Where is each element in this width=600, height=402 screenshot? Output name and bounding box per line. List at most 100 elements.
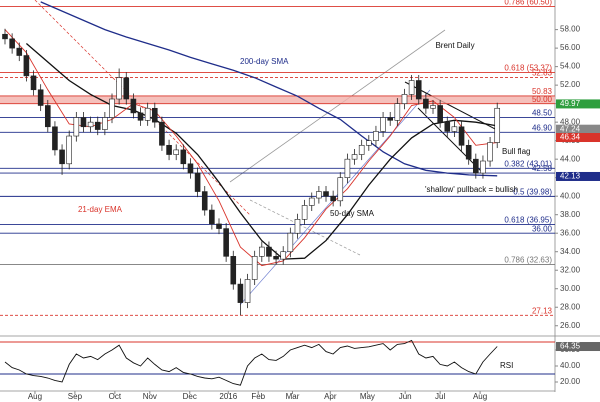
candle-body xyxy=(23,55,30,77)
rsi-tag xyxy=(556,342,600,352)
candle-body xyxy=(394,103,401,121)
candle-body xyxy=(423,98,429,109)
candle-body xyxy=(266,246,272,257)
rsi-y-tick-label: 20.00 xyxy=(560,377,581,386)
candle-body xyxy=(223,228,229,257)
candle-body xyxy=(308,197,315,206)
y-tick-label: 52.00 xyxy=(560,80,581,89)
candle-body xyxy=(408,80,415,95)
candle-body xyxy=(230,256,237,285)
y-tick-label: 34.00 xyxy=(560,247,581,256)
candle-body xyxy=(273,256,279,260)
candle-body xyxy=(487,142,493,162)
series-label: 21-day EMA xyxy=(78,205,123,214)
candle-body xyxy=(351,154,358,160)
candle-body xyxy=(144,107,151,121)
ma-line xyxy=(4,29,498,267)
y-tick-label: 32.00 xyxy=(560,265,581,274)
candle-body xyxy=(323,191,329,197)
candle-body xyxy=(130,98,137,114)
candle-body xyxy=(37,89,44,106)
candle-body xyxy=(244,279,251,303)
x-tick-label: Nov xyxy=(143,392,157,401)
price-tag xyxy=(556,99,600,109)
candle-body xyxy=(94,121,101,130)
level-label: 50.00 xyxy=(532,95,553,104)
candle-body xyxy=(123,77,130,100)
series-label: 200-day SMA xyxy=(240,57,289,66)
candle-body xyxy=(180,149,187,165)
candle-body xyxy=(102,117,108,130)
x-tick-label: Sep xyxy=(68,392,83,401)
candle-body xyxy=(458,126,465,146)
channel-line xyxy=(229,29,446,183)
candle-body xyxy=(216,223,222,229)
y-tick-label: 36.00 xyxy=(560,228,581,237)
candle-body xyxy=(152,107,158,123)
candle-body xyxy=(2,33,8,40)
candle-body xyxy=(59,149,65,165)
y-tick-label: 28.00 xyxy=(560,302,581,311)
price-tag-label: 47.24 xyxy=(560,124,581,133)
candle-body xyxy=(437,105,443,123)
level-label: 0.786 (60.50) xyxy=(504,0,552,7)
candle-body xyxy=(173,149,179,155)
candle-body xyxy=(358,144,365,155)
price-tag xyxy=(556,171,600,181)
y-tick-label: 38.00 xyxy=(560,210,581,219)
x-tick-label: Mar xyxy=(286,392,300,401)
y-tick-label: 44.00 xyxy=(560,154,581,163)
level-label: 27.13 xyxy=(532,306,553,315)
candle-body xyxy=(451,126,458,132)
y-tick-label: 48.00 xyxy=(560,117,581,126)
candle-body xyxy=(9,38,15,49)
level-label: 0.618 (53.37) xyxy=(504,64,552,73)
candle-body xyxy=(16,47,23,56)
candle-body xyxy=(494,107,501,143)
y-tick-label: 26.00 xyxy=(560,321,581,330)
candle-body xyxy=(80,117,87,128)
level-label: 0.618 (36.95) xyxy=(504,216,552,225)
level-label: 52.83 xyxy=(532,69,553,78)
candle-body xyxy=(344,158,351,178)
x-tick-label: Jul xyxy=(435,392,445,401)
level-label: 48.50 xyxy=(532,109,553,118)
candle-body xyxy=(251,256,258,280)
candle-body xyxy=(366,140,372,146)
y-tick-label: 54.00 xyxy=(560,62,581,71)
price-tag-label: 42.13 xyxy=(560,172,581,181)
candle-body xyxy=(480,160,486,174)
candle-body xyxy=(380,117,386,132)
x-tick-label: Feb xyxy=(251,392,265,401)
level-label: 36.00 xyxy=(532,224,553,233)
candle-body xyxy=(52,126,58,151)
level-zone xyxy=(0,95,555,104)
candle-body xyxy=(430,105,436,109)
rsi-title: RSI xyxy=(500,361,513,370)
y-tick-label: 30.00 xyxy=(560,284,581,293)
candle-body xyxy=(66,135,72,165)
trend-line xyxy=(34,0,251,216)
candle-body xyxy=(109,98,115,118)
candle-body xyxy=(259,246,265,257)
candle-body xyxy=(44,105,51,128)
candle-body xyxy=(401,94,408,104)
x-tick-label: Aug xyxy=(28,392,42,401)
candle-body xyxy=(415,80,422,100)
candle-body xyxy=(330,195,336,202)
candle-body xyxy=(373,131,379,141)
x-tick-label: Oct xyxy=(109,392,122,401)
x-tick-label: Apr xyxy=(324,392,337,401)
candle-body xyxy=(316,191,322,199)
candle-body xyxy=(387,117,394,121)
level-label: 0.786 (32.63) xyxy=(504,256,552,265)
candle-body xyxy=(159,121,165,146)
flag-line xyxy=(417,107,483,173)
level-label: 0.382 (43.01) xyxy=(504,159,552,168)
x-tick-label: Jun xyxy=(399,392,412,401)
candle-body xyxy=(237,283,244,303)
level-label: 0.5 (39.98) xyxy=(513,187,552,196)
candle-body xyxy=(137,112,144,121)
